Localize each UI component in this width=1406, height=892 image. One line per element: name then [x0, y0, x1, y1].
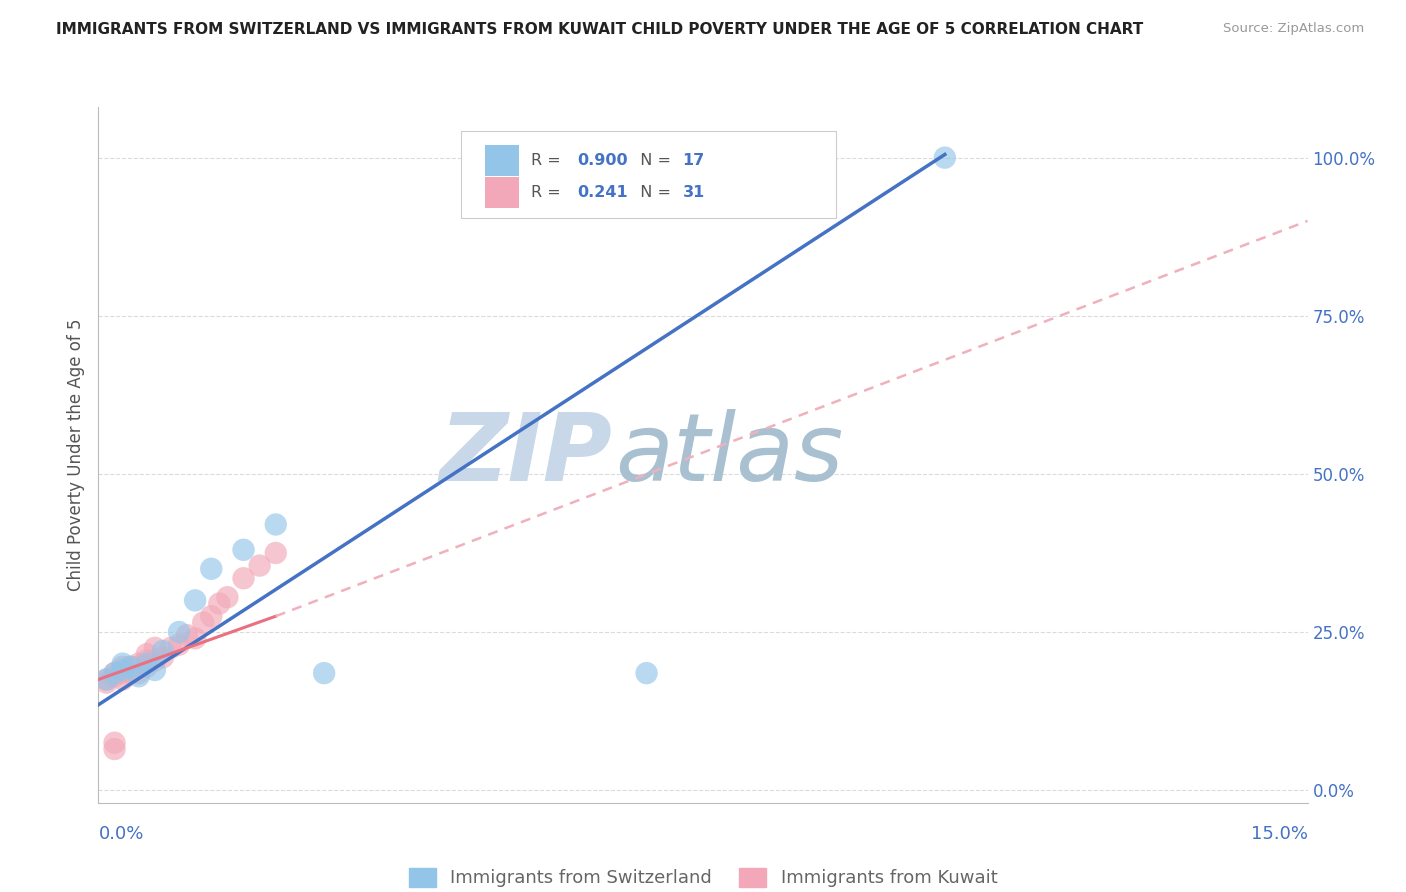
Text: 15.0%: 15.0%: [1250, 825, 1308, 843]
Text: 0.241: 0.241: [578, 185, 628, 200]
Point: [103, 669, 125, 683]
Point: [200, 562, 222, 576]
FancyBboxPatch shape: [485, 145, 519, 176]
Text: R =: R =: [531, 185, 567, 200]
Point: [111, 660, 134, 674]
Point: [128, 657, 150, 671]
Text: 0.0%: 0.0%: [98, 825, 143, 843]
Text: N =: N =: [630, 153, 676, 168]
Point: [103, 742, 125, 756]
Point: [143, 653, 166, 667]
Point: [128, 666, 150, 681]
Point: [143, 663, 166, 677]
Point: [111, 657, 134, 671]
Point: [176, 628, 198, 642]
Point: [103, 666, 125, 681]
Text: IMMIGRANTS FROM SWITZERLAND VS IMMIGRANTS FROM KUWAIT CHILD POVERTY UNDER THE AG: IMMIGRANTS FROM SWITZERLAND VS IMMIGRANT…: [56, 22, 1143, 37]
Point: [111, 673, 134, 687]
Point: [160, 640, 183, 655]
Text: 31: 31: [682, 185, 704, 200]
Point: [314, 666, 336, 681]
Point: [200, 609, 222, 624]
Point: [232, 571, 254, 585]
Point: [232, 542, 254, 557]
Text: 17: 17: [682, 153, 704, 168]
Point: [135, 653, 157, 667]
Point: [934, 151, 956, 165]
Text: atlas: atlas: [614, 409, 844, 500]
Text: R =: R =: [531, 153, 567, 168]
Point: [167, 638, 190, 652]
Point: [152, 644, 174, 658]
Point: [96, 673, 118, 687]
Point: [217, 591, 239, 605]
Legend: Immigrants from Switzerland, Immigrants from Kuwait: Immigrants from Switzerland, Immigrants …: [402, 861, 1004, 892]
Y-axis label: Child Poverty Under the Age of 5: Child Poverty Under the Age of 5: [66, 318, 84, 591]
Text: 0.900: 0.900: [578, 153, 628, 168]
Text: ZIP: ZIP: [440, 409, 613, 501]
FancyBboxPatch shape: [485, 177, 519, 208]
Point: [208, 597, 231, 611]
Point: [152, 650, 174, 665]
Point: [96, 675, 118, 690]
Point: [184, 593, 207, 607]
Point: [120, 660, 142, 674]
Point: [193, 615, 215, 630]
Point: [167, 625, 190, 640]
Point: [184, 632, 207, 646]
Point: [143, 640, 166, 655]
Point: [249, 558, 271, 573]
Point: [135, 660, 157, 674]
Text: Source: ZipAtlas.com: Source: ZipAtlas.com: [1223, 22, 1364, 36]
Point: [636, 666, 658, 681]
Point: [128, 669, 150, 683]
Point: [96, 673, 118, 687]
Text: N =: N =: [630, 185, 676, 200]
Point: [103, 736, 125, 750]
Point: [111, 663, 134, 677]
Point: [120, 660, 142, 674]
Point: [135, 657, 157, 671]
Point: [135, 647, 157, 661]
Point: [264, 546, 287, 560]
Point: [128, 660, 150, 674]
Point: [120, 666, 142, 681]
Point: [111, 666, 134, 681]
FancyBboxPatch shape: [461, 131, 837, 219]
Point: [264, 517, 287, 532]
Point: [103, 666, 125, 681]
